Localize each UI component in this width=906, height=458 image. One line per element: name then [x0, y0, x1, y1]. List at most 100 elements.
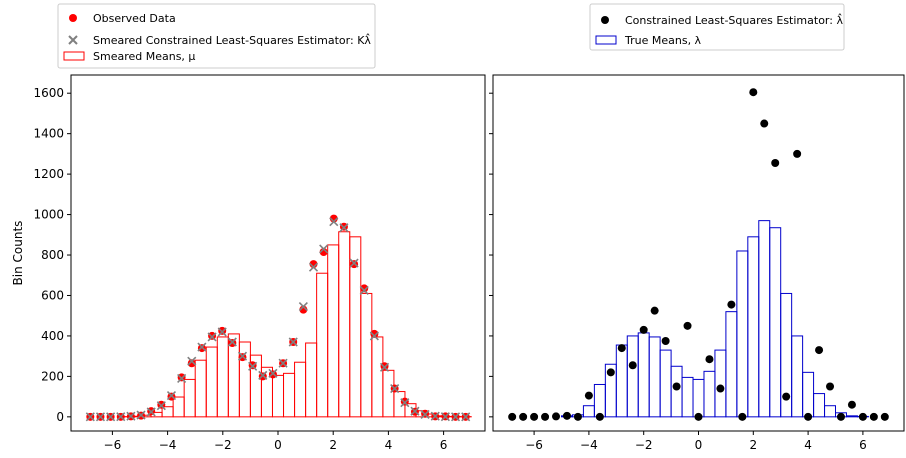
right-true-means-histogram: [561, 220, 869, 418]
right-axes-frame: [492, 74, 905, 432]
left-panel: 0 200 400 600 800 1000 1200 1400 1600 −6 −4 −2 0 2 4 6…: [11, 74, 486, 452]
smeared-estimator-point: [116, 412, 126, 422]
histogram-bar: [736, 250, 749, 418]
smeared-estimator-point: [237, 351, 248, 361]
histogram-bar: [769, 227, 782, 418]
left-y-tick-label: 800: [41, 248, 64, 262]
estimator-point: [628, 361, 637, 370]
smeared-estimator-point: [359, 285, 369, 295]
left-x-axis: −6 −4 −2 0 2 4 6: [104, 431, 447, 452]
smeared-estimator-point: [166, 391, 177, 401]
right-estimator-points: [508, 88, 889, 421]
legend-smeared-means-label: Smeared Means, μ: [93, 50, 195, 63]
observed-data-point: [187, 359, 196, 368]
observed-data-point: [370, 329, 379, 338]
right-x-tick-label: −4: [580, 438, 598, 452]
smeared-estimator-point: [319, 244, 329, 254]
histogram-bar: [582, 405, 595, 418]
right-x-tick-label: 4: [804, 438, 812, 452]
estimator-point: [880, 412, 889, 421]
histogram-bar: [637, 332, 650, 418]
estimator-point: [815, 346, 824, 355]
histogram-bar: [670, 365, 683, 418]
right-legend-box: [589, 3, 845, 51]
estimator-point: [562, 411, 571, 420]
histogram-bar: [316, 272, 329, 418]
estimator-point: [826, 382, 835, 391]
estimator-point: [749, 88, 758, 97]
estimator-point: [573, 412, 582, 421]
left-smeared-estimator-points: [85, 217, 471, 422]
histogram-bar: [714, 349, 727, 418]
smeared-estimator-point: [177, 373, 187, 383]
smeared-estimator-point: [329, 217, 339, 227]
histogram-bar: [802, 371, 815, 418]
left-y-tick-label: 1600: [33, 86, 64, 100]
histogram-bar: [659, 349, 672, 418]
histogram-bar: [626, 335, 639, 418]
estimator-point: [541, 412, 550, 421]
smeared-estimator-point: [156, 401, 166, 411]
histogram-bar: [183, 378, 196, 418]
histogram-bar: [791, 335, 804, 418]
estimator-point: [617, 344, 626, 353]
smeared-estimator-point: [187, 356, 197, 366]
estimator-point: [847, 400, 856, 409]
right-y-axis: [489, 92, 493, 418]
smeared-estimator-point: [146, 407, 156, 417]
smeared-estimator-point: [379, 362, 390, 372]
histogram-bar: [747, 236, 760, 418]
left-x-tick-label: −4: [159, 438, 177, 452]
left-y-tick-label: 0: [56, 410, 64, 424]
estimator-point: [694, 412, 703, 421]
histogram-bar: [593, 383, 606, 418]
left-axes-frame: [70, 74, 486, 432]
estimator-point: [727, 300, 736, 309]
smeared-estimator-point: [298, 302, 308, 312]
smeared-estimator-point: [450, 412, 461, 422]
histogram-bar: [338, 231, 351, 418]
legend-true-means-label: True Means, λ: [624, 34, 702, 47]
smeared-estimator-point: [207, 332, 217, 342]
estimator-point: [683, 321, 692, 330]
histogram-bar: [283, 372, 296, 418]
left-y-tick-label: 400: [41, 329, 64, 343]
left-x-tick-label: 2: [329, 438, 337, 452]
smeared-estimator-point: [126, 411, 136, 421]
legend-observed-label: Observed Data: [93, 12, 176, 25]
histogram-bar: [194, 359, 207, 418]
smeared-estimator-point: [369, 331, 379, 341]
histogram-bar: [648, 336, 661, 418]
left-smeared-means-histogram: [117, 231, 472, 418]
smeared-estimator-point: [217, 327, 227, 337]
histogram-bar: [294, 361, 307, 418]
histogram-bar: [703, 370, 716, 418]
estimator-point: [793, 149, 802, 158]
smeared-estimator-point: [440, 412, 450, 422]
histogram-bar: [681, 376, 694, 418]
histogram-bar: [271, 374, 285, 418]
estimator-point: [639, 325, 648, 334]
histogram-bar: [205, 346, 218, 418]
left-y-tick-label: 1200: [33, 167, 64, 181]
smeared-estimator-point: [349, 258, 359, 268]
right-x-tick-label: 0: [695, 438, 703, 452]
estimator-point: [650, 306, 659, 315]
smeared-estimator-point: [95, 412, 106, 422]
left-legend: Observed Data Smeared Constrained Least-…: [57, 3, 376, 69]
right-panel: −6 −4 −2 0 2 4 6: [489, 74, 905, 452]
smeared-estimator-point: [278, 358, 288, 368]
histogram-bar: [305, 342, 318, 418]
left-y-tick-label: 200: [41, 369, 64, 383]
histogram-bar: [813, 393, 826, 418]
estimator-point: [530, 412, 539, 421]
estimator-point: [760, 119, 769, 128]
estimator-point: [858, 412, 867, 421]
right-x-tick-label: −6: [525, 438, 543, 452]
estimator-point: [782, 392, 791, 401]
smeared-estimator-point: [420, 409, 430, 419]
right-x-axis: −6 −4 −2 0 2 4 6: [525, 431, 867, 452]
legend-estimator-marker: [601, 16, 609, 24]
left-y-tick-label: 600: [41, 288, 64, 302]
smeared-estimator-point: [461, 412, 471, 422]
